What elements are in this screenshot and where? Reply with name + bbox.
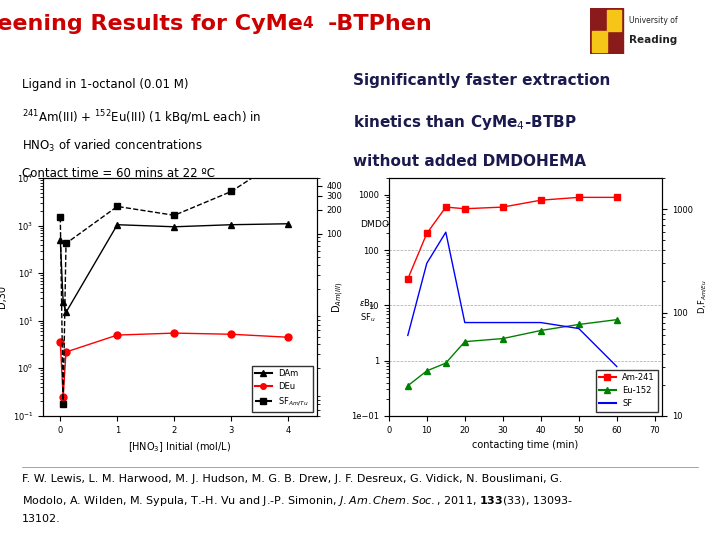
Am-241 — [461, 206, 469, 212]
Text: F. W. Lewis, L. M. Harwood, M. J. Hudson, M. G. B. Drew, J. F. Desreux, G. Vidic: F. W. Lewis, L. M. Harwood, M. J. Hudson… — [22, 474, 562, 484]
Line: Am-241: Am-241 — [405, 194, 620, 282]
Text: HNO$_3$ of varied concentrations: HNO$_3$ of varied concentrations — [22, 138, 202, 154]
Bar — [606, 10, 621, 31]
Eu-152 — [461, 339, 469, 345]
Am-241 — [403, 276, 412, 282]
Text: Screening Results for CyMe: Screening Results for CyMe — [0, 14, 302, 35]
Legend: DAm, DEu, SF$_{Am/Tu}$: DAm, DEu, SF$_{Am/Tu}$ — [252, 366, 312, 411]
Am-241 — [575, 194, 583, 200]
DAm — [56, 237, 65, 243]
DAm — [170, 224, 179, 230]
Text: Modolo, A. Wilden, M. Sypula, T.-H. Vu and J.-P. Simonin, $\it{J. Am. Chem. Soc.: Modolo, A. Wilden, M. Sypula, T.-H. Vu a… — [22, 494, 572, 508]
SF$_{Am/Tu}$ — [113, 203, 122, 210]
Eu-152 — [575, 321, 583, 328]
SF$_{Am/Tu}$ — [62, 240, 71, 247]
Text: Reading: Reading — [629, 35, 677, 45]
DEu — [59, 394, 68, 400]
SF — [441, 229, 450, 235]
Text: Contact time = 60 mins at 22 ºC: Contact time = 60 mins at 22 ºC — [22, 167, 215, 180]
Text: 4: 4 — [302, 16, 313, 31]
Y-axis label: $\epsilon$B$_u$
SF$_u$: $\epsilon$B$_u$ SF$_u$ — [359, 297, 375, 324]
SF$_{Am/Tu}$ — [284, 151, 292, 158]
DAm — [284, 220, 292, 227]
SF — [461, 319, 469, 326]
SF — [575, 325, 583, 332]
Am-241 — [498, 204, 507, 210]
X-axis label: contacting time (min): contacting time (min) — [472, 440, 579, 450]
Legend: Am-241, Eu-152, SF: Am-241, Eu-152, SF — [595, 370, 658, 411]
SF — [536, 319, 545, 326]
SF$_{Am/Tu}$ — [227, 188, 235, 195]
Text: DMDOHEMA =   C$_5$H$_{10}$-O......C$_6$H$_{11}$: DMDOHEMA = C$_5$H$_{10}$-O......C$_6$H$_… — [360, 219, 514, 231]
Eu-152 — [498, 335, 507, 342]
Text: Significantly faster extraction: Significantly faster extraction — [353, 73, 610, 88]
SF — [423, 260, 431, 267]
Text: University of: University of — [629, 16, 678, 25]
Line: DAm: DAm — [57, 220, 292, 316]
DEu — [56, 339, 65, 346]
Bar — [593, 31, 606, 52]
SF — [498, 319, 507, 326]
SF$_{Am/Tu}$ — [170, 212, 179, 219]
Text: Ligand in 1-octanol (0.01 M): Ligand in 1-octanol (0.01 M) — [22, 78, 188, 91]
DAm — [59, 299, 68, 305]
DAm — [62, 309, 71, 316]
DEu — [227, 331, 235, 338]
Line: SF: SF — [408, 232, 617, 367]
Text: $^{241}$Am(III) + $^{152}$Eu(III) (1 kBq/mL each) in: $^{241}$Am(III) + $^{152}$Eu(III) (1 kBq… — [22, 108, 261, 127]
Bar — [590, 8, 623, 54]
SF — [403, 332, 412, 339]
DAm — [227, 221, 235, 228]
Line: DEu: DEu — [57, 329, 292, 400]
Eu-152 — [423, 368, 431, 374]
Text: -BTPhen: -BTPhen — [328, 14, 432, 35]
Text: O=N    C$_6$H$_{17}$
      \
       C
      / \
     O: O=N C$_6$H$_{17}$ \ C / \ O — [446, 202, 498, 256]
Eu-152 — [441, 360, 450, 366]
Eu-152 — [403, 382, 412, 389]
DEu — [170, 330, 179, 336]
Y-axis label: D,30: D,30 — [0, 286, 7, 308]
SF — [613, 363, 621, 370]
DAm — [113, 221, 122, 228]
X-axis label: [HNO$_3$] Initial (mol/L): [HNO$_3$] Initial (mol/L) — [128, 440, 232, 454]
Text: without added DMDOHEMA: without added DMDOHEMA — [353, 154, 586, 169]
SF$_{Am/Tu}$ — [59, 401, 68, 408]
Bar — [593, 10, 621, 52]
Am-241 — [536, 197, 545, 204]
Am-241 — [613, 194, 621, 200]
Am-241 — [441, 204, 450, 210]
Eu-152 — [536, 327, 545, 334]
Am-241 — [423, 230, 431, 237]
Text: kinetics than CyMe$_4$-BTBP: kinetics than CyMe$_4$-BTBP — [353, 113, 577, 132]
Text: 13102.: 13102. — [22, 514, 60, 524]
DEu — [62, 349, 71, 355]
Eu-152 — [613, 316, 621, 323]
DEu — [113, 332, 122, 338]
DEu — [284, 334, 292, 341]
Y-axis label: D$_{Am(III)}$: D$_{Am(III)}$ — [330, 281, 346, 313]
Line: Eu-152: Eu-152 — [405, 317, 620, 388]
SF$_{Am/Tu}$ — [56, 214, 65, 221]
Y-axis label: D,F$_{Am/Eu}$: D,F$_{Am/Eu}$ — [696, 280, 708, 314]
Line: SF$_{Am/Tu}$: SF$_{Am/Tu}$ — [57, 151, 292, 408]
